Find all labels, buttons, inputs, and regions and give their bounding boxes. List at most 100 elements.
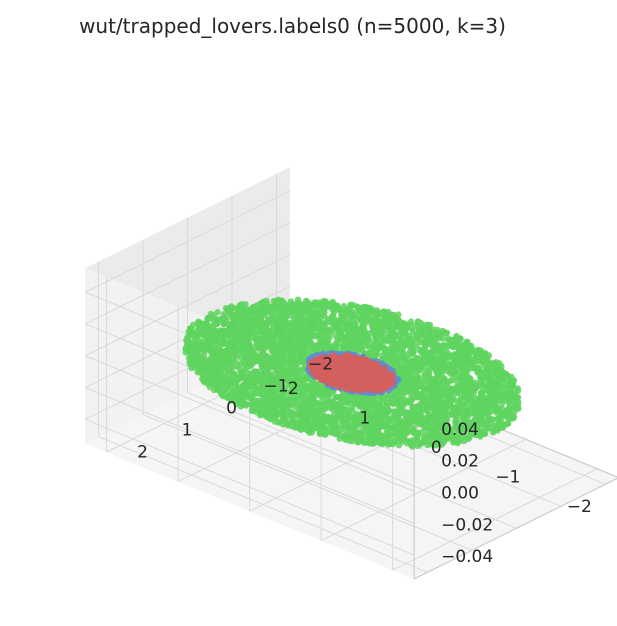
data-point <box>370 319 377 326</box>
data-point <box>197 357 204 364</box>
data-point <box>496 396 504 404</box>
data-point <box>254 388 262 395</box>
data-point <box>299 412 307 419</box>
data-point <box>419 396 427 403</box>
data-point <box>447 337 454 344</box>
data-point <box>509 383 517 390</box>
data-point <box>479 403 486 410</box>
data-point <box>312 408 319 415</box>
data-point <box>302 342 309 350</box>
data-point <box>473 355 480 362</box>
data-point <box>286 366 293 374</box>
data-point <box>506 400 513 407</box>
data-point <box>226 392 234 399</box>
data-point <box>476 418 484 425</box>
data-point <box>254 312 262 320</box>
data-point <box>433 369 440 376</box>
data-point <box>409 328 416 335</box>
data-point <box>508 415 516 422</box>
data-point <box>274 297 282 304</box>
data-point <box>358 431 365 438</box>
data-point <box>287 422 295 430</box>
data-point <box>274 353 281 361</box>
data-point <box>438 441 446 448</box>
data-point <box>383 426 391 434</box>
data-point <box>309 386 316 393</box>
data-point <box>213 328 220 336</box>
data-point <box>194 320 201 327</box>
data-point <box>324 398 331 406</box>
data-point <box>485 425 492 432</box>
data-point <box>398 371 405 378</box>
data-point <box>275 397 282 405</box>
data-point <box>343 325 350 332</box>
data-point <box>207 329 214 337</box>
data-point <box>501 397 509 404</box>
data-point <box>497 424 504 431</box>
data-point <box>381 336 388 344</box>
data-point <box>423 325 430 332</box>
series-2 <box>307 352 396 394</box>
data-point <box>414 373 422 381</box>
data-point <box>351 413 359 421</box>
data-point <box>257 368 264 375</box>
data-point <box>374 406 382 413</box>
data-point <box>243 351 250 358</box>
data-point <box>249 407 256 414</box>
data-point <box>283 321 290 328</box>
data-point <box>234 328 241 336</box>
data-point <box>270 309 277 316</box>
grid-line-y <box>142 414 473 551</box>
data-point <box>503 372 511 380</box>
data-point <box>233 345 241 352</box>
data-point <box>270 392 277 400</box>
data-point <box>238 308 245 315</box>
data-point <box>408 442 415 449</box>
data-point <box>467 356 474 363</box>
data-point <box>300 392 307 399</box>
data-point <box>343 339 350 347</box>
data-point <box>463 396 471 403</box>
data-point <box>489 416 497 423</box>
data-point <box>367 432 374 440</box>
data-point <box>380 308 387 315</box>
data-point <box>463 343 470 351</box>
data-point <box>325 414 333 421</box>
data-point <box>342 415 349 422</box>
data-point <box>280 329 288 337</box>
data-point <box>247 319 255 326</box>
data-point <box>421 365 429 373</box>
data-point <box>386 365 393 372</box>
data-point <box>434 394 441 401</box>
data-point <box>457 397 464 404</box>
data-point <box>472 379 479 386</box>
data-point <box>263 335 270 342</box>
data-point <box>397 360 404 367</box>
data-point <box>385 372 393 379</box>
data-point <box>409 412 416 419</box>
data-point <box>280 417 287 424</box>
data-point <box>293 320 300 327</box>
data-point <box>220 340 227 347</box>
data-point <box>240 389 248 397</box>
data-point <box>498 363 505 370</box>
data-point <box>249 381 256 389</box>
data-point <box>231 397 238 405</box>
data-point <box>296 384 303 391</box>
data-point <box>479 356 486 364</box>
data-point <box>395 318 402 326</box>
data-point <box>299 331 306 338</box>
data-point <box>439 383 447 390</box>
data-point <box>200 328 207 335</box>
data-point <box>369 308 376 315</box>
data-point <box>413 436 421 444</box>
data-point <box>460 434 467 441</box>
data-point <box>287 332 294 340</box>
data-point <box>287 301 295 308</box>
data-point <box>425 439 432 446</box>
data-point <box>429 388 437 395</box>
data-point <box>236 322 244 329</box>
data-point <box>277 374 284 381</box>
data-point <box>443 434 451 441</box>
